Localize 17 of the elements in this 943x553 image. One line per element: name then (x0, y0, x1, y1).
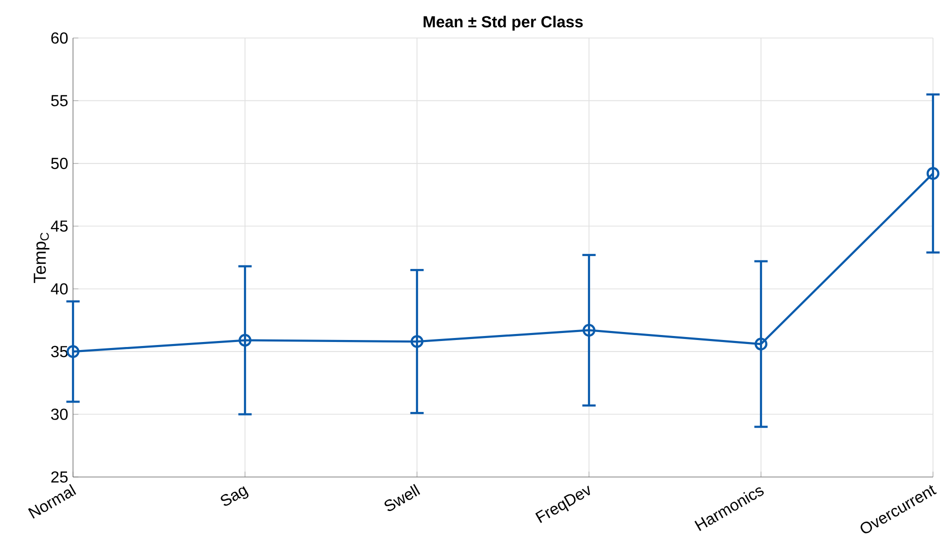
x-tick-label: Sag (220, 486, 248, 506)
y-tick-label: 30 (51, 408, 68, 420)
point (926, 167, 940, 180)
point (238, 334, 252, 347)
y-tick-label: 50 (51, 158, 68, 170)
point (582, 324, 596, 337)
y-tick-label: 40 (50, 283, 68, 295)
y-tick-label: 45 (50, 220, 68, 232)
point (410, 335, 424, 348)
y-axis-title: Temp$_{C}$ (34, 232, 50, 283)
chart-title: Mean ± Std per Class (424, 16, 583, 31)
y-tick-label: 25 (51, 471, 68, 483)
x-tick-label: Swell (384, 484, 420, 512)
point (66, 345, 80, 358)
point (754, 338, 768, 350)
y-tick-label: 55 (51, 95, 68, 106)
y-tick-label: 60 (51, 32, 68, 44)
